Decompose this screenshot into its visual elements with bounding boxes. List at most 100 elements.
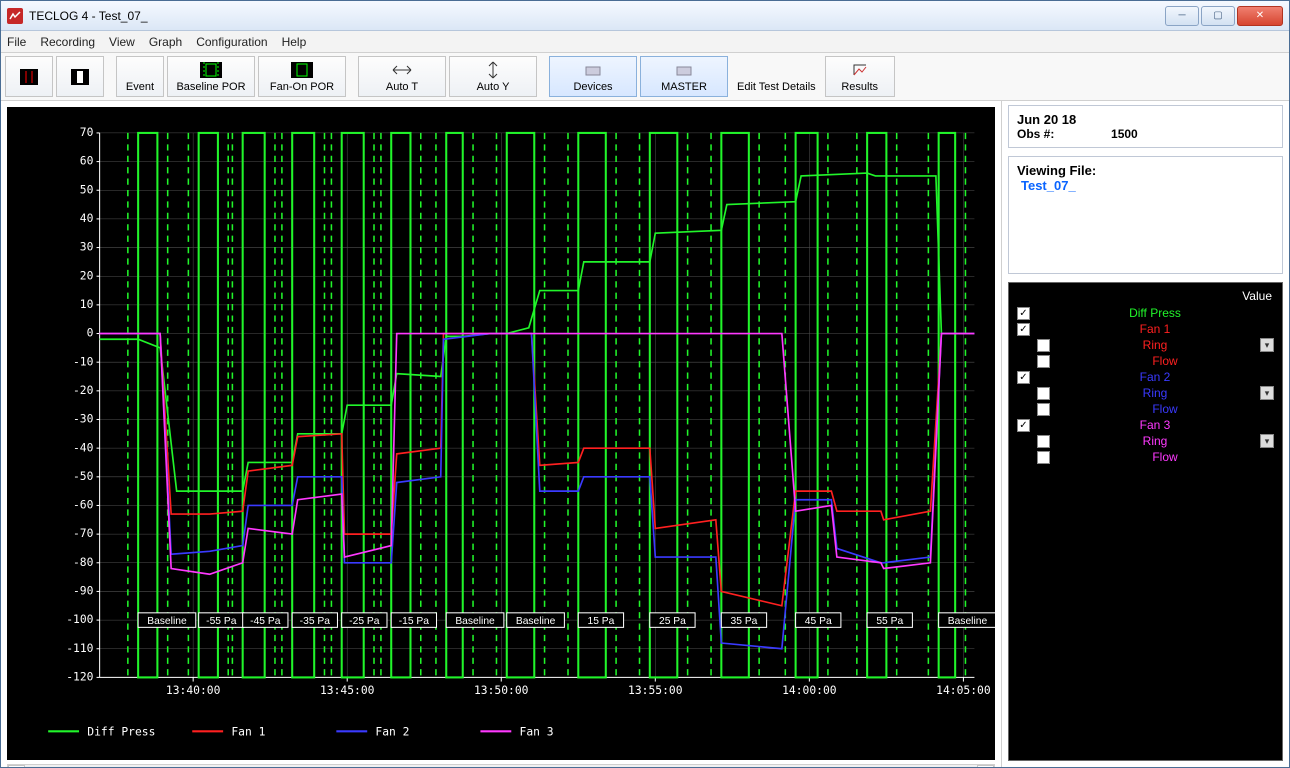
svg-text:Baseline: Baseline [147, 616, 187, 627]
svg-text:-35 Pa: -35 Pa [300, 616, 331, 627]
svg-text:14:00:00: 14:00:00 [782, 683, 837, 697]
app-window: TECLOG 4 - Test_07_ ─ ▢ ✕ File Recording… [0, 0, 1290, 768]
sub-label: Flow [1056, 354, 1274, 368]
svg-text:45 Pa: 45 Pa [805, 616, 832, 627]
svg-text:-60: -60 [73, 498, 94, 512]
minimize-button[interactable]: ─ [1165, 6, 1199, 26]
master-button[interactable]: MASTER [640, 56, 728, 97]
window-title: TECLOG 4 - Test_07_ [29, 9, 1165, 23]
scroll-left-button[interactable]: ◂ [8, 765, 25, 767]
menu-configuration[interactable]: Configuration [196, 35, 267, 49]
horizontal-scrollbar[interactable]: ◂ ▸ [7, 764, 995, 767]
sub-checkbox[interactable] [1037, 339, 1050, 352]
svg-text:10: 10 [80, 297, 94, 311]
results-button[interactable]: Results [825, 56, 895, 97]
svg-text:0: 0 [87, 326, 94, 340]
fanon-por-icon [291, 61, 313, 79]
svg-text:40: 40 [80, 211, 94, 225]
chart-frame[interactable]: -120-110-100-90-80-70-60-50-40-30-20-100… [7, 107, 995, 760]
menu-file[interactable]: File [7, 35, 26, 49]
event-button[interactable]: Event [116, 56, 164, 97]
legend-subrow: Ring▾ [1035, 385, 1276, 401]
legend-label-fan1: Fan 1 [1036, 322, 1274, 336]
menu-help[interactable]: Help [282, 35, 307, 49]
menu-bar: File Recording View Graph Configuration … [1, 31, 1289, 53]
svg-text:60: 60 [80, 154, 94, 168]
svg-text:-55 Pa: -55 Pa [206, 616, 237, 627]
checkbox-diff[interactable]: ✓ [1017, 307, 1030, 320]
tool-blank1[interactable] [5, 56, 53, 97]
svg-text:-15 Pa: -15 Pa [399, 616, 430, 627]
sub-label: Flow [1056, 450, 1274, 464]
record-icon [18, 68, 40, 86]
svg-text:Baseline: Baseline [516, 616, 556, 627]
obs-label: Obs #: [1017, 127, 1054, 141]
svg-text:14:05:00: 14:05:00 [936, 683, 991, 697]
svg-text:-50: -50 [73, 469, 94, 483]
svg-text:-100: -100 [66, 612, 93, 626]
tool-blank2[interactable] [56, 56, 104, 97]
window-buttons: ─ ▢ ✕ [1165, 6, 1283, 26]
legend-value-header: Value [1242, 289, 1272, 303]
legend-label-fan3: Fan 3 [1036, 418, 1274, 432]
dropdown-icon[interactable]: ▾ [1260, 338, 1274, 352]
legend-row-fan3: ✓ Fan 3 [1015, 417, 1276, 433]
sub-checkbox[interactable] [1037, 451, 1050, 464]
svg-text:Fan 1: Fan 1 [231, 724, 265, 738]
channel-legend: Value ✓Diff Press✓Fan 1Ring▾Flow✓Fan 2Ri… [1008, 282, 1283, 761]
svg-text:Diff Press: Diff Press [87, 724, 155, 738]
menu-recording[interactable]: Recording [40, 35, 95, 49]
maximize-button[interactable]: ▢ [1201, 6, 1235, 26]
devices-icon [582, 61, 604, 79]
legend-row-diff: ✓Diff Press [1015, 305, 1276, 321]
chart-pane: -120-110-100-90-80-70-60-50-40-30-20-100… [1, 101, 1001, 767]
svg-text:-30: -30 [73, 412, 94, 426]
svg-text:-70: -70 [73, 526, 94, 540]
close-button[interactable]: ✕ [1237, 6, 1283, 26]
scroll-right-button[interactable]: ▸ [977, 765, 994, 767]
dropdown-icon[interactable]: ▾ [1260, 434, 1274, 448]
svg-text:20: 20 [80, 268, 94, 282]
menu-graph[interactable]: Graph [149, 35, 182, 49]
svg-text:-120: -120 [66, 669, 93, 683]
checkbox-fan3[interactable]: ✓ [1017, 419, 1030, 432]
svg-text:-90: -90 [73, 584, 94, 598]
auto-y-button[interactable]: Auto Y [449, 56, 537, 97]
info-date: Jun 20 18 [1017, 112, 1274, 127]
sub-checkbox[interactable] [1037, 403, 1050, 416]
results-icon [849, 61, 871, 79]
svg-text:-110: -110 [66, 641, 93, 655]
legend-subrow: Flow [1035, 401, 1276, 417]
fanon-por-button[interactable]: Fan-On POR [258, 56, 346, 97]
svg-text:35 Pa: 35 Pa [731, 616, 758, 627]
scroll-track[interactable] [25, 765, 977, 767]
info-obs-row: Obs #: 1500 [1017, 127, 1274, 141]
menu-view[interactable]: View [109, 35, 135, 49]
baseline-por-button[interactable]: Baseline POR [167, 56, 255, 97]
devices-button[interactable]: Devices [549, 56, 637, 97]
sub-label: Flow [1056, 402, 1274, 416]
edit-test-details-button[interactable]: Edit Test Details [731, 56, 822, 97]
legend-row-fan1: ✓ Fan 1 [1015, 321, 1276, 337]
svg-text:15 Pa: 15 Pa [587, 616, 614, 627]
svg-text:-25 Pa: -25 Pa [349, 616, 380, 627]
legend-subrow: Flow [1035, 353, 1276, 369]
svg-text:50: 50 [80, 182, 94, 196]
side-panel: Jun 20 18 Obs #: 1500 Viewing File: Test… [1001, 101, 1289, 767]
sub-checkbox[interactable] [1037, 387, 1050, 400]
title-bar: TECLOG 4 - Test_07_ ─ ▢ ✕ [1, 1, 1289, 31]
svg-text:55 Pa: 55 Pa [876, 616, 903, 627]
event-icon [129, 61, 151, 79]
sub-checkbox[interactable] [1037, 355, 1050, 368]
checkbox-fan2[interactable]: ✓ [1017, 371, 1030, 384]
legend-header: Value [1015, 287, 1276, 305]
dropdown-icon[interactable]: ▾ [1260, 386, 1274, 400]
sub-label: Ring [1056, 434, 1254, 448]
checkbox-fan1[interactable]: ✓ [1017, 323, 1030, 336]
app-icon [7, 8, 23, 24]
svg-text:30: 30 [80, 240, 94, 254]
svg-text:13:40:00: 13:40:00 [166, 683, 221, 697]
edit-icon [765, 61, 787, 79]
auto-t-button[interactable]: Auto T [358, 56, 446, 97]
sub-checkbox[interactable] [1037, 435, 1050, 448]
